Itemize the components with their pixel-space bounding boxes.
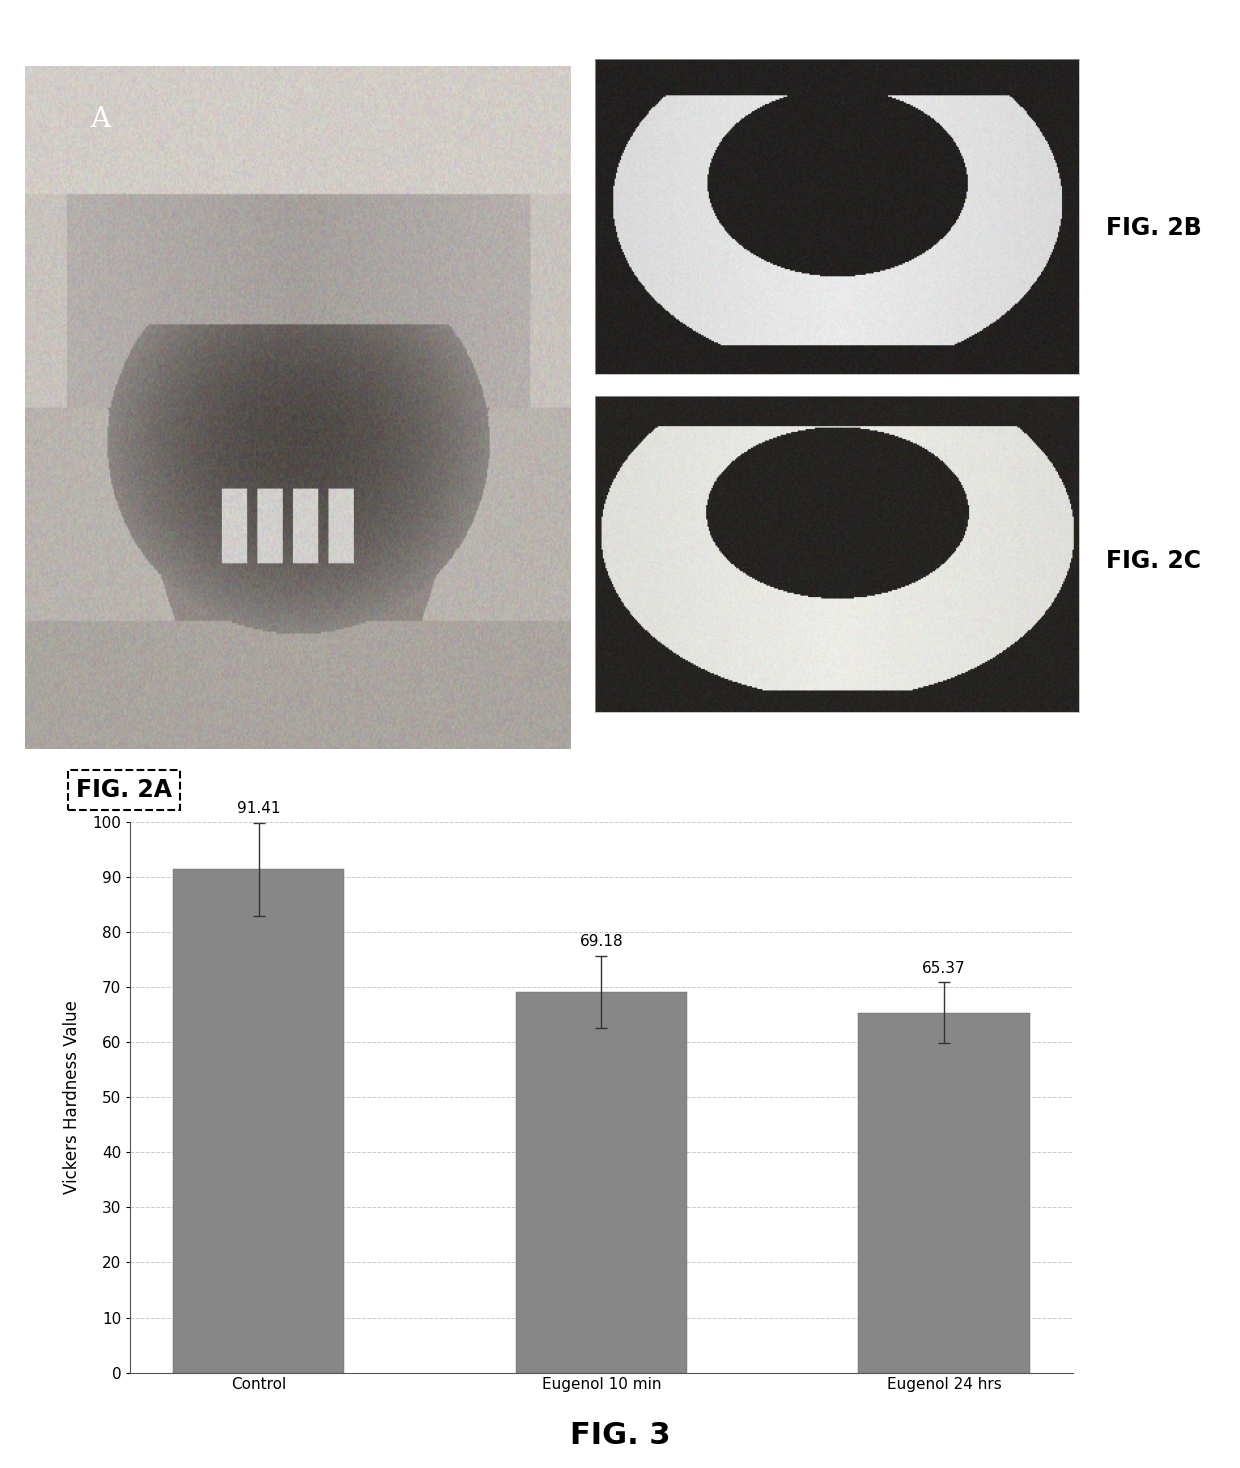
Bar bbox=[858, 1013, 1029, 1373]
Text: FIG. 2C: FIG. 2C bbox=[1106, 549, 1202, 573]
Text: A: A bbox=[91, 107, 110, 134]
Bar bbox=[516, 992, 687, 1373]
Text: FIG. 2A: FIG. 2A bbox=[76, 778, 172, 802]
Text: 65.37: 65.37 bbox=[923, 962, 966, 976]
Text: 91.41: 91.41 bbox=[237, 802, 280, 816]
Bar bbox=[174, 869, 345, 1373]
Text: FIG. 2B: FIG. 2B bbox=[1106, 216, 1202, 239]
Text: FIG. 3: FIG. 3 bbox=[569, 1421, 671, 1450]
Y-axis label: Vickers Hardness Value: Vickers Hardness Value bbox=[63, 1000, 81, 1195]
Text: 69.18: 69.18 bbox=[579, 934, 624, 950]
